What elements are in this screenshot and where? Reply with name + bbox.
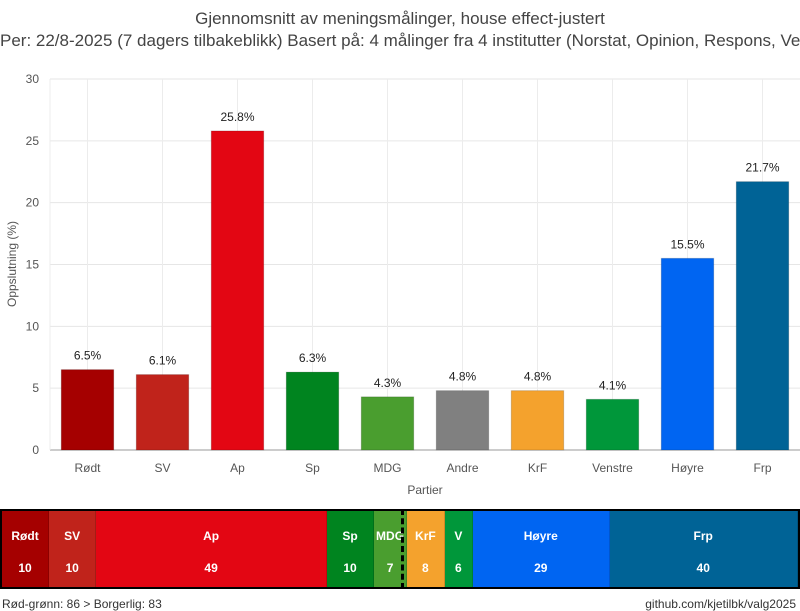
seat-segment-sv: SV 10 xyxy=(49,511,97,587)
data-label: 4.8% xyxy=(449,370,477,384)
y-axis-label: Oppslutning (%) xyxy=(5,221,19,307)
x-axis-label: Partier xyxy=(407,483,442,497)
data-label: 6.1% xyxy=(149,354,177,368)
chart-title-block: Gjennomsnitt av meningsmålinger, house e… xyxy=(0,8,800,52)
data-label: 6.5% xyxy=(74,349,102,363)
data-label: 4.8% xyxy=(524,370,552,384)
seat-segment-sp: Sp 10 xyxy=(326,511,375,587)
bar-krf xyxy=(510,390,565,451)
y-tick-label: 25 xyxy=(26,134,40,148)
x-tick-label: MDG xyxy=(374,461,402,475)
seat-count: 10 xyxy=(65,561,79,575)
seat-party-name: V xyxy=(454,529,463,543)
y-tick-label: 10 xyxy=(26,319,40,333)
bar-sv xyxy=(135,374,190,451)
x-tick-label: Ap xyxy=(230,461,245,475)
seat-segment-høyre: Høyre 29 xyxy=(472,511,610,587)
x-tick-label: KrF xyxy=(528,461,547,475)
seat-party-name: SV xyxy=(64,529,81,543)
seat-party-name: Sp xyxy=(342,529,358,543)
data-label: 4.3% xyxy=(374,376,402,390)
seat-segment-frp: Frp 40 xyxy=(609,511,798,587)
bar-høyre xyxy=(660,257,715,451)
data-label: 4.1% xyxy=(599,378,627,392)
chart-subtitle: Per: 22/8-2025 (7 dagers tilbakeblikk) B… xyxy=(0,31,800,50)
y-tick-label: 0 xyxy=(32,443,39,457)
bar-chart: 0 5 10 15 20 25 30 6.5% 6.1% 25.8% 6.3% 4.3% 4.8% 4.… xyxy=(5,72,800,497)
seat-party-name: Ap xyxy=(203,529,220,543)
chart-title: Gjennomsnitt av meningsmålinger, house e… xyxy=(195,9,605,28)
seat-distribution-bar: Rødt 10 SV 10 Ap 49 Sp 10 MDG 7 KrF 8 V 6 Høyre 29 Frp 40 xyxy=(0,509,800,589)
bar-mdg xyxy=(360,396,415,451)
y-axis-ticks: 0 5 10 15 20 25 30 xyxy=(26,72,40,457)
bloc-summary: Rød-grønn: 86 > Borgerlig: 83 xyxy=(2,597,162,611)
seat-segment-ap: Ap 49 xyxy=(96,511,327,587)
bars xyxy=(60,130,790,451)
y-tick-label: 5 xyxy=(32,381,39,395)
x-tick-label: Venstre xyxy=(592,461,633,475)
seat-party-name: MDG xyxy=(376,529,405,543)
seat-party-name: KrF xyxy=(415,529,436,543)
x-tick-label: Sp xyxy=(305,461,320,475)
data-label: 25.8% xyxy=(220,110,254,124)
data-label: 21.7% xyxy=(745,161,779,175)
x-tick-label: Frp xyxy=(754,461,772,475)
bar-ap xyxy=(210,130,265,451)
seat-count: 49 xyxy=(204,561,218,575)
bar-frp xyxy=(735,181,790,451)
y-tick-label: 15 xyxy=(26,258,40,272)
data-labels: 6.5% 6.1% 25.8% 6.3% 4.3% 4.8% 4.8% 4.1% 15.5% 21… xyxy=(74,110,780,392)
seat-count: 40 xyxy=(696,561,710,575)
seat-party-name: Rødt xyxy=(11,529,39,543)
seat-count: 8 xyxy=(422,561,429,575)
x-axis-ticks: Rødt SV Ap Sp MDG Andre KrF Venstre Høyre Frp xyxy=(74,461,771,475)
seat-count: 10 xyxy=(343,561,357,575)
seat-count: 29 xyxy=(534,561,548,575)
seat-party-name: Frp xyxy=(693,529,713,543)
seat-party-name: Høyre xyxy=(523,529,558,543)
x-tick-label: Høyre xyxy=(671,461,704,475)
seat-count: 6 xyxy=(454,561,462,575)
y-tick-label: 20 xyxy=(26,196,40,210)
data-label: 6.3% xyxy=(299,351,327,365)
seat-count: 10 xyxy=(18,561,32,575)
seat-segment-krf: KrF 8 xyxy=(407,511,445,587)
seat-count: 7 xyxy=(386,561,394,575)
bar-andre xyxy=(435,390,490,451)
bar-rødt xyxy=(60,369,115,451)
seat-segment-rødt: Rødt 10 xyxy=(2,511,50,587)
source-credit: github.com/kjetilbk/valg2025 xyxy=(645,597,796,611)
x-tick-label: SV xyxy=(154,461,170,475)
majority-divider xyxy=(401,509,404,589)
bar-venstre xyxy=(585,398,640,451)
data-label: 15.5% xyxy=(670,237,704,251)
x-tick-label: Andre xyxy=(446,461,478,475)
bar-sp xyxy=(285,371,340,451)
y-tick-label: 30 xyxy=(26,72,40,86)
x-tick-label: Rødt xyxy=(74,461,101,475)
